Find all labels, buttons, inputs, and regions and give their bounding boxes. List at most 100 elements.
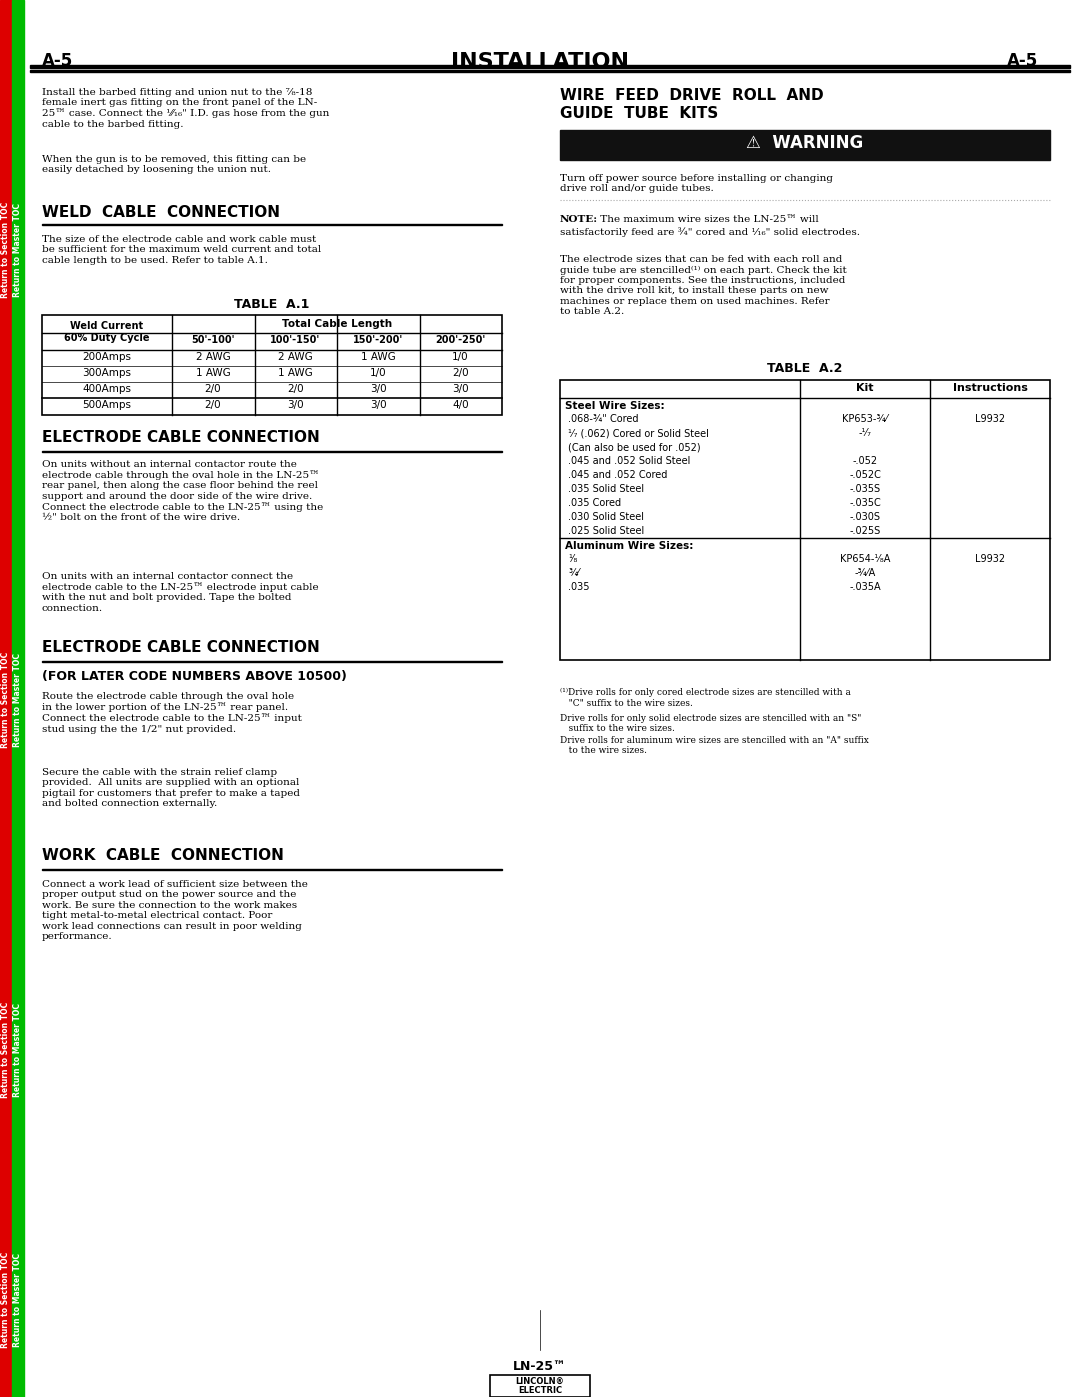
Bar [30,66,1070,68]
Text: 2/0: 2/0 [287,384,303,394]
Text: TABLE  A.2: TABLE A.2 [767,362,842,374]
Text: ⚠  WARNING: ⚠ WARNING [746,134,864,152]
Text: .068-¾" Cored: .068-¾" Cored [568,414,638,425]
Text: .045 and .052 Solid Steel: .045 and .052 Solid Steel [568,455,690,467]
Text: 3/0: 3/0 [453,384,469,394]
Text: 4/0: 4/0 [453,400,469,409]
Text: Drive rolls for aluminum wire sizes are stencilled with an "A" suffix
   to the : Drive rolls for aluminum wire sizes are … [561,736,869,756]
Text: Turn off power source before installing or changing
drive roll and/or guide tube: Turn off power source before installing … [561,175,833,193]
Text: -.025S: -.025S [849,527,880,536]
Text: On units without an internal contactor route the
electrode cable through the ova: On units without an internal contactor r… [42,460,323,522]
Text: 2 AWG: 2 AWG [279,352,313,362]
Text: Return to Section TOC: Return to Section TOC [1,1002,11,1098]
Text: Return to Section TOC: Return to Section TOC [1,203,11,298]
Text: 500Amps: 500Amps [82,400,132,409]
Text: Steel Wire Sizes:: Steel Wire Sizes: [565,401,664,411]
Text: Drive rolls for only solid electrode sizes are stencilled with an "S"
   suffix : Drive rolls for only solid electrode siz… [561,714,862,733]
Bar [12,0,24,1397]
Text: 50'-100': 50'-100' [191,335,234,345]
Text: -.035S: -.035S [850,483,880,495]
Text: .045 and .052 Cored: .045 and .052 Cored [568,469,667,481]
Text: WIRE  FEED  DRIVE  ROLL  AND: WIRE FEED DRIVE ROLL AND [561,88,824,103]
Text: 1 AWG: 1 AWG [279,367,313,379]
Text: On units with an internal contactor connect the
electrode cable to the LN-25™ el: On units with an internal contactor conn… [42,571,319,613]
Bar [490,1375,590,1397]
Text: -.030S: -.030S [850,511,880,522]
Text: WELD  CABLE  CONNECTION: WELD CABLE CONNECTION [42,205,280,219]
Bar [42,314,502,415]
Text: A-5: A-5 [42,52,73,70]
Text: KP654-¹⁄₈A: KP654-¹⁄₈A [840,555,890,564]
Text: 2/0: 2/0 [205,384,221,394]
Text: (Can also be used for .052): (Can also be used for .052) [568,441,701,453]
Text: LINCOLN®: LINCOLN® [515,1377,565,1386]
Text: ⁽¹⁾Drive rolls for only cored electrode sizes are stencilled with a
   "C" suffi: ⁽¹⁾Drive rolls for only cored electrode … [561,687,851,708]
Text: (FOR LATER CODE NUMBERS ABOVE 10500): (FOR LATER CODE NUMBERS ABOVE 10500) [42,671,347,683]
Text: Connect a work lead of sufficient size between the
proper output stud on the pow: Connect a work lead of sufficient size b… [42,880,308,942]
Text: L9932: L9932 [975,555,1005,564]
Text: 2/0: 2/0 [205,400,221,409]
Text: NOTE:: NOTE: [561,215,598,224]
Text: Return to Master TOC: Return to Master TOC [13,652,23,747]
Bar [0,0,12,1397]
Text: 200Amps: 200Amps [82,352,132,362]
Text: Route the electrode cable through the oval hole
in the lower portion of the LN-2: Route the electrode cable through the ov… [42,692,302,733]
Text: TABLE  A.1: TABLE A.1 [234,298,310,312]
Text: 200'-250': 200'-250' [435,335,486,345]
Bar [42,869,502,870]
Text: Return to Master TOC: Return to Master TOC [13,1253,23,1347]
Text: Aluminum Wire Sizes:: Aluminum Wire Sizes: [565,541,693,550]
Text: Instructions: Instructions [953,383,1027,393]
Text: KP653-¾⁄: KP653-¾⁄ [842,414,888,425]
Text: Return to Section TOC: Return to Section TOC [1,652,11,749]
Text: satisfactorily feed are ¾" cored and ¹⁄₁₆" solid electrodes.: satisfactorily feed are ¾" cored and ¹⁄₁… [561,226,860,236]
Text: 3/0: 3/0 [369,400,387,409]
Text: 1/0: 1/0 [369,367,387,379]
Text: INSTALLATION: INSTALLATION [451,52,629,73]
Text: 3/0: 3/0 [287,400,303,409]
Text: -¾⁄A: -¾⁄A [854,569,876,578]
Bar [561,130,1050,161]
Text: 1 AWG: 1 AWG [361,352,395,362]
Text: The size of the electrode cable and work cable must
be sufficient for the maximu: The size of the electrode cable and work… [42,235,321,265]
Text: WORK  CABLE  CONNECTION: WORK CABLE CONNECTION [42,848,284,863]
Text: L9932: L9932 [975,414,1005,425]
Text: A-5: A-5 [1007,52,1038,70]
Text: Return to Section TOC: Return to Section TOC [1,1252,11,1348]
Text: LN-25™: LN-25™ [513,1361,567,1373]
Text: ELECTRIC: ELECTRIC [518,1386,562,1396]
Text: .035 Solid Steel: .035 Solid Steel [568,483,644,495]
Text: GUIDE  TUBE  KITS: GUIDE TUBE KITS [561,106,718,122]
Text: 400Amps: 400Amps [82,384,132,394]
Text: Weld Current
60% Duty Cycle: Weld Current 60% Duty Cycle [64,321,150,342]
Text: ELECTRODE CABLE CONNECTION: ELECTRODE CABLE CONNECTION [42,640,320,655]
Text: 1/0: 1/0 [453,352,469,362]
Bar [42,661,502,662]
Text: -¹⁄₇: -¹⁄₇ [859,427,872,439]
Text: 2 AWG: 2 AWG [195,352,230,362]
Bar [30,70,1070,73]
Text: -.035C: -.035C [849,497,881,509]
Text: ELECTRODE CABLE CONNECTION: ELECTRODE CABLE CONNECTION [42,430,320,446]
Bar [42,450,502,453]
Text: Return to Master TOC: Return to Master TOC [13,1003,23,1097]
Text: .035: .035 [568,583,590,592]
Text: Kit: Kit [856,383,874,393]
Text: -.052: -.052 [852,455,878,467]
Text: ¾⁄: ¾⁄ [568,569,579,578]
Text: .030 Solid Steel: .030 Solid Steel [568,511,644,522]
Text: 1 AWG: 1 AWG [195,367,230,379]
Text: ¹⁄₇ (.062) Cored or Solid Steel: ¹⁄₇ (.062) Cored or Solid Steel [568,427,708,439]
Text: Return to Master TOC: Return to Master TOC [13,203,23,298]
Text: Total Cable Length: Total Cable Length [282,319,392,330]
Text: 100'-150': 100'-150' [270,335,321,345]
Text: When the gun is to be removed, this fitting can be
easily detached by loosening : When the gun is to be removed, this fitt… [42,155,306,175]
Text: 2/0: 2/0 [453,367,469,379]
Text: -.035A: -.035A [849,583,881,592]
Text: .035 Cored: .035 Cored [568,497,621,509]
Bar [561,380,1050,659]
Text: The electrode sizes that can be fed with each roll and
guide tube are stencilled: The electrode sizes that can be fed with… [561,256,847,316]
Text: ¹⁄₈: ¹⁄₈ [568,555,578,564]
Text: Secure the cable with the strain relief clamp
provided.  All units are supplied : Secure the cable with the strain relief … [42,768,300,809]
Text: The maximum wire sizes the LN-25™ will: The maximum wire sizes the LN-25™ will [597,215,819,224]
